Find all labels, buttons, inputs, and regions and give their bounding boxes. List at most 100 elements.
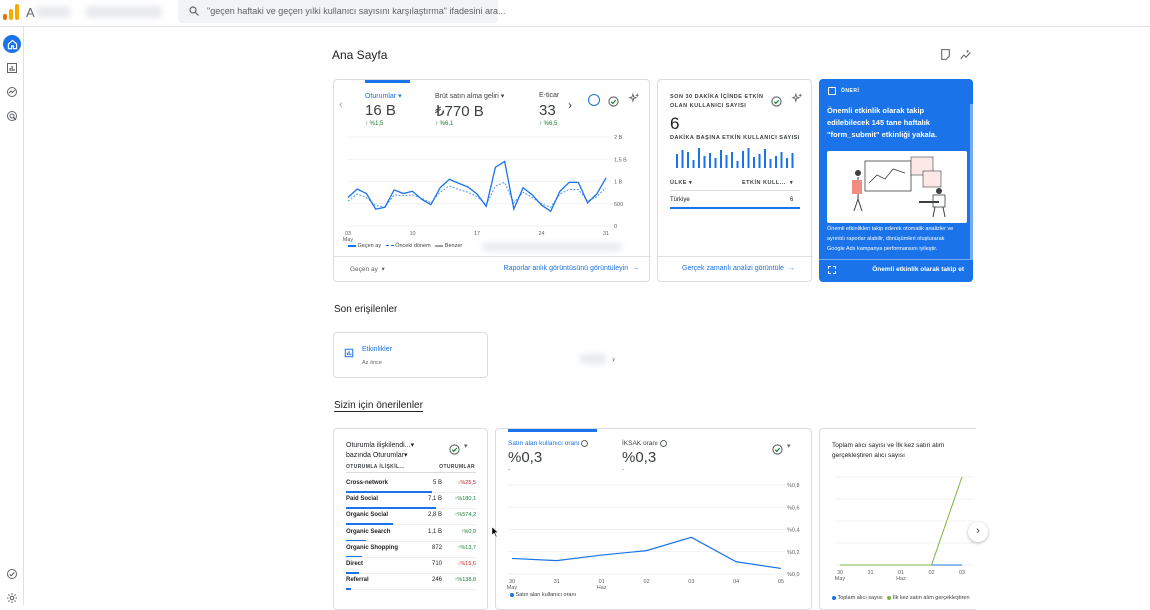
minute-bar [780,152,783,168]
tab-value: 33 [539,102,556,119]
track-key-event-button[interactable]: Önemli etkinlik olarak takip et [872,266,964,273]
page-title: Ana Sayfa [332,48,388,62]
realtime-card: SON 30 DAKİKA İÇİNDE ETKİN OLAN KULLANIC… [657,79,813,282]
table-row[interactable]: Referral 246 ↑%138,8 [346,574,476,591]
insights-sparkle-icon[interactable] [791,92,805,106]
tab-ecommerce[interactable]: E-ticar 33 ↑ %6,5 [539,80,565,134]
insights-sparkle-icon[interactable] [628,92,642,106]
date-range-dropdown[interactable]: Geçen ay ▾ [350,266,385,273]
x-tick-sublabel: May [343,237,354,243]
active-tab-indicator [365,80,410,83]
top-bar: A "geçen haftaki ve geçen yılki kullanıc… [0,0,1150,27]
row-bar [346,555,363,558]
search-bar[interactable]: "geçen haftaki ve geçen yılki kullanıcı … [178,0,506,23]
help-icon[interactable] [581,440,589,447]
tab-change: ↑ %6,5 [539,121,558,127]
x-tick-label: 30 [837,570,843,576]
x-tick-label: 01 [599,579,605,585]
x-tick-label: 03 [345,231,351,237]
help-icon[interactable] [659,440,667,447]
compare-icon[interactable] [588,94,600,106]
table-row[interactable]: Paid Social 7,1 B ↑%180,1 [346,493,476,510]
tab-label: E-ticar [539,92,560,99]
overview-card: ‹ Oturumlar ▾ 16 B ↑ %1,5 Brüt satın alm… [333,79,651,282]
check-circle-icon[interactable] [449,442,460,455]
check-circle-icon[interactable] [608,94,619,107]
tab-arppu-rate[interactable]: İKSAK oranı [622,440,667,447]
insights-check-icon[interactable] [3,565,21,583]
x-tick-label: 30 [509,579,515,585]
y-tick-label: 1 B [614,180,623,186]
tab-sessions[interactable]: Oturumlar ▾ 16 B ↑ %1,5 [365,80,425,134]
menu-chevron-icon[interactable]: ▾ [787,443,791,450]
view-reports-snapshot-link[interactable]: Raporlar anlık görüntüsünü görüntüleyin … [503,265,639,272]
row-sessions: 710 [431,561,442,567]
expand-icon[interactable] [828,266,836,274]
settings-gear-icon[interactable] [3,589,21,607]
recent-item-time: Az önce [362,360,382,366]
prev-arrow-icon[interactable]: ‹ [339,99,343,111]
legend-item-first-time: İlk kez satın alım gerçekleştiren [887,595,970,601]
y-tick-label: 2 B [614,135,623,141]
x-tick-label: 17 [474,231,480,237]
chart-legend: Toplam alıcı sayısı İlk kez satın alım g… [832,595,970,601]
table-row[interactable]: Organic Shopping 872 ↑%13,7 [346,542,476,558]
carousel-next-button[interactable]: › [968,522,988,542]
suggestion-illustration [827,151,967,223]
recent-item-label: Etkinlikler [362,346,392,353]
reports-icon[interactable] [3,59,21,77]
explore-icon[interactable] [3,83,21,101]
x-tick-sublabel: May [507,585,518,591]
users-column-header[interactable]: ETKİN KULL... ▾ [742,180,794,186]
table-row[interactable]: Organic Search 1,1 B ↑%0,9 [346,526,476,542]
y-tick-label: 500 [614,202,623,208]
menu-chevron-icon[interactable]: ▾ [464,443,468,450]
left-nav [0,27,24,605]
country-column-header[interactable]: ÜLKE ▾ [670,180,693,186]
tab-purchaser-rate-value: %0,3 [508,449,543,466]
tab-purchaser-rate[interactable]: Satın alan kullanıcı oranı [508,440,589,447]
row-channel: Organic Shopping [346,544,398,551]
scrollbar[interactable] [970,104,973,259]
y-tick-label: %0,4 [787,528,800,534]
minute-bar [720,150,722,168]
next-arrow-icon[interactable]: › [568,98,572,112]
table-row[interactable]: Organic Social 2,8 B ↑%574,2 [346,509,476,526]
row-divider [346,589,476,591]
tab-change: ↑ %6,1 [435,121,454,127]
minute-bar [687,152,689,168]
x-tick-label: 24 [538,231,544,237]
property-blur[interactable] [86,6,162,18]
per-minute-subtitle: DAKİKA BAŞINA ETKİN KULLANICI SAYISI [670,135,800,141]
sessions-channel-card: Oturumla ilişkilendi...▾ bazında Oturuml… [333,428,488,610]
account-blur [36,6,70,18]
view-realtime-link[interactable]: Gerçek zamanlı analizi görüntüle → [682,265,795,272]
minute-bar [769,159,772,168]
row-bar [346,572,359,574]
table-row[interactable]: Cross-network 5 B ↓%25,5 [346,477,476,493]
tab-gross-revenue[interactable]: Brüt satın alma geliri ▾ ₺770 B ↑ %6,1 [435,80,525,134]
tab-change: ↑ %1,5 [365,121,384,127]
col-header-sessions: OTURUMLAR [439,464,475,470]
row-channel: Paid Social [346,496,379,503]
suggestion-tag: ÖNERİ [841,88,860,94]
country-row-name: Türkiye [670,197,690,203]
minute-bar [747,148,750,168]
tab-label: Oturumlar ▾ [365,93,402,100]
check-circle-icon[interactable] [771,94,782,107]
insights-trend-icon[interactable] [959,48,973,62]
minute-bar [692,160,695,168]
analytics-logo-icon[interactable] [3,4,19,20]
card-title-metric[interactable]: bazında Oturumlar▾ [346,452,408,459]
home-icon[interactable] [3,35,21,53]
account-name[interactable]: A [26,5,35,20]
y-tick-label: %0,0 [787,572,800,578]
x-tick-sublabel: Haz [597,585,607,591]
card-title-dimension[interactable]: Oturumla ilişkilendi...▾ [346,442,415,449]
check-circle-icon[interactable] [772,442,783,455]
recent-item-card[interactable]: Etkinlikler Az önce [333,332,488,378]
recent-next-arrow-icon[interactable]: › [612,354,615,364]
table-row[interactable]: Direct 710 ↓%15,6 [346,558,476,574]
advertising-icon[interactable] [3,107,21,125]
bookmark-icon[interactable] [939,48,953,62]
